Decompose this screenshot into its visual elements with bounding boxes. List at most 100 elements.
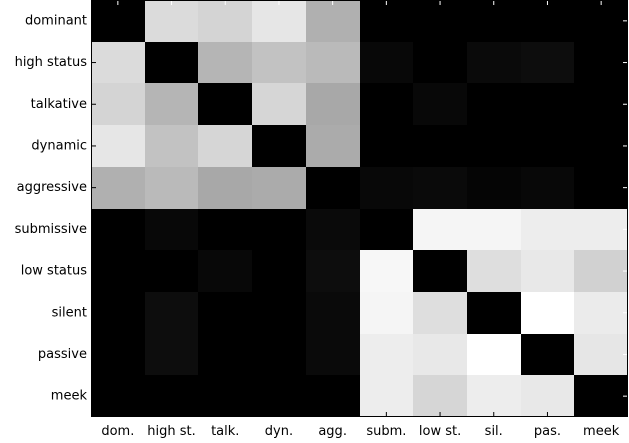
heatmap-cell-0-8 [521,0,574,42]
heatmap-cell-9-4 [306,375,360,417]
heatmap-cell-3-9 [574,125,628,167]
heatmap-cell-0-6 [413,0,467,42]
x-tick-label: subm. [366,424,406,439]
y-tick-label: talkative [31,97,87,112]
heatmap-cell-4-4 [306,167,360,209]
heatmap-cell-4-8 [521,167,574,209]
heatmap-cell-3-5 [360,125,413,167]
heatmap-cell-7-3 [252,292,306,334]
heatmap-cell-6-5 [360,250,413,292]
heatmap-cell-1-5 [360,42,413,83]
heatmap-cell-6-0 [91,250,145,292]
heatmap-cell-7-0 [91,292,145,334]
heatmap-cell-5-8 [521,209,574,250]
heatmap-cell-1-0 [91,42,145,83]
heatmap-cell-5-9 [574,209,628,250]
heatmap-cell-0-2 [198,0,252,42]
heatmap-cell-1-9 [574,42,628,83]
heatmap-cell-0-4 [306,0,360,42]
heatmap-cell-2-6 [413,83,467,125]
heatmap-cell-7-6 [413,292,467,334]
heatmap-cell-1-2 [198,42,252,83]
heatmap-cell-1-6 [413,42,467,83]
heatmap-cell-7-8 [521,292,574,334]
heatmap-cell-2-7 [467,83,521,125]
heatmap-cell-7-7 [467,292,521,334]
heatmap-cell-8-8 [521,334,574,375]
heatmap-cell-5-2 [198,209,252,250]
heatmap-cell-3-3 [252,125,306,167]
x-tick-labels: dom. high st. talk. dyn. agg. subm. low st. sil… [101,424,619,439]
x-tick-label: sil. [485,424,503,439]
heatmap-cell-8-5 [360,334,413,375]
heatmap-cell-7-1 [145,292,198,334]
heatmap-cell-6-4 [306,250,360,292]
heatmap-cell-9-3 [252,375,306,417]
y-tick-label: aggressive [17,180,87,195]
heatmap-cell-3-2 [198,125,252,167]
heatmap-cell-2-5 [360,83,413,125]
heatmap-cell-4-1 [145,167,198,209]
heatmap-cell-5-7 [467,209,521,250]
heatmap-cell-4-9 [574,167,628,209]
heatmap-cell-7-4 [306,292,360,334]
heatmap-cell-4-2 [198,167,252,209]
heatmap-cell-8-9 [574,334,628,375]
heatmap-cell-8-7 [467,334,521,375]
heatmap-cell-1-7 [467,42,521,83]
heatmap-cell-2-3 [252,83,306,125]
heatmap-cell-9-5 [360,375,413,417]
heatmap-cell-1-1 [145,42,198,83]
x-tick-label: high st. [147,424,195,439]
heatmap-cell-6-6 [413,250,467,292]
heatmap-cell-6-9 [574,250,628,292]
x-tick-label: agg. [318,424,347,439]
heatmap-cell-8-3 [252,334,306,375]
heatmap-cell-3-1 [145,125,198,167]
y-tick-label: meek [51,389,88,404]
y-tick-label: high status [15,55,88,70]
heatmap-cell-0-7 [467,0,521,42]
y-tick-label: passive [38,347,87,362]
heatmap-cell-2-2 [198,83,252,125]
x-tick-label: dyn. [265,424,293,439]
heatmap-cell-8-2 [198,334,252,375]
heatmap-cell-9-0 [91,375,145,417]
heatmap-cell-4-7 [467,167,521,209]
heatmap-cell-1-4 [306,42,360,83]
heatmap-cell-5-5 [360,209,413,250]
heatmap-cell-8-0 [91,334,145,375]
heatmap-cell-9-1 [145,375,198,417]
y-tick-label: dynamic [31,138,87,153]
heatmap-cell-9-8 [521,375,574,417]
heatmap-cell-7-5 [360,292,413,334]
x-tick-label: dom. [101,424,134,439]
heatmap-cell-8-4 [306,334,360,375]
heatmap-cell-3-0 [91,125,145,167]
heatmap-cell-6-2 [198,250,252,292]
heatmap-cell-3-4 [306,125,360,167]
heatmap-cell-9-6 [413,375,467,417]
heatmap-cell-1-3 [252,42,306,83]
heatmap-cell-6-7 [467,250,521,292]
x-tick-label: meek [583,424,620,439]
heatmap-cell-2-4 [306,83,360,125]
heatmap-cell-4-6 [413,167,467,209]
heatmap-cell-4-0 [91,167,145,209]
heatmap-cell-3-8 [521,125,574,167]
heatmap-cell-9-2 [198,375,252,417]
heatmap-cell-6-3 [252,250,306,292]
heatmap-cell-0-3 [252,0,306,42]
heatmap-cell-3-7 [467,125,521,167]
y-tick-label: dominant [25,13,87,28]
heatmap-cell-5-4 [306,209,360,250]
heatmap-cell-2-0 [91,83,145,125]
x-tick-label: talk. [211,424,239,439]
heatmap-cell-0-1 [145,0,198,42]
heatmap-cell-7-2 [198,292,252,334]
heatmap-cell-4-5 [360,167,413,209]
heatmap-cell-9-7 [467,375,521,417]
heatmap-cells [91,0,628,417]
